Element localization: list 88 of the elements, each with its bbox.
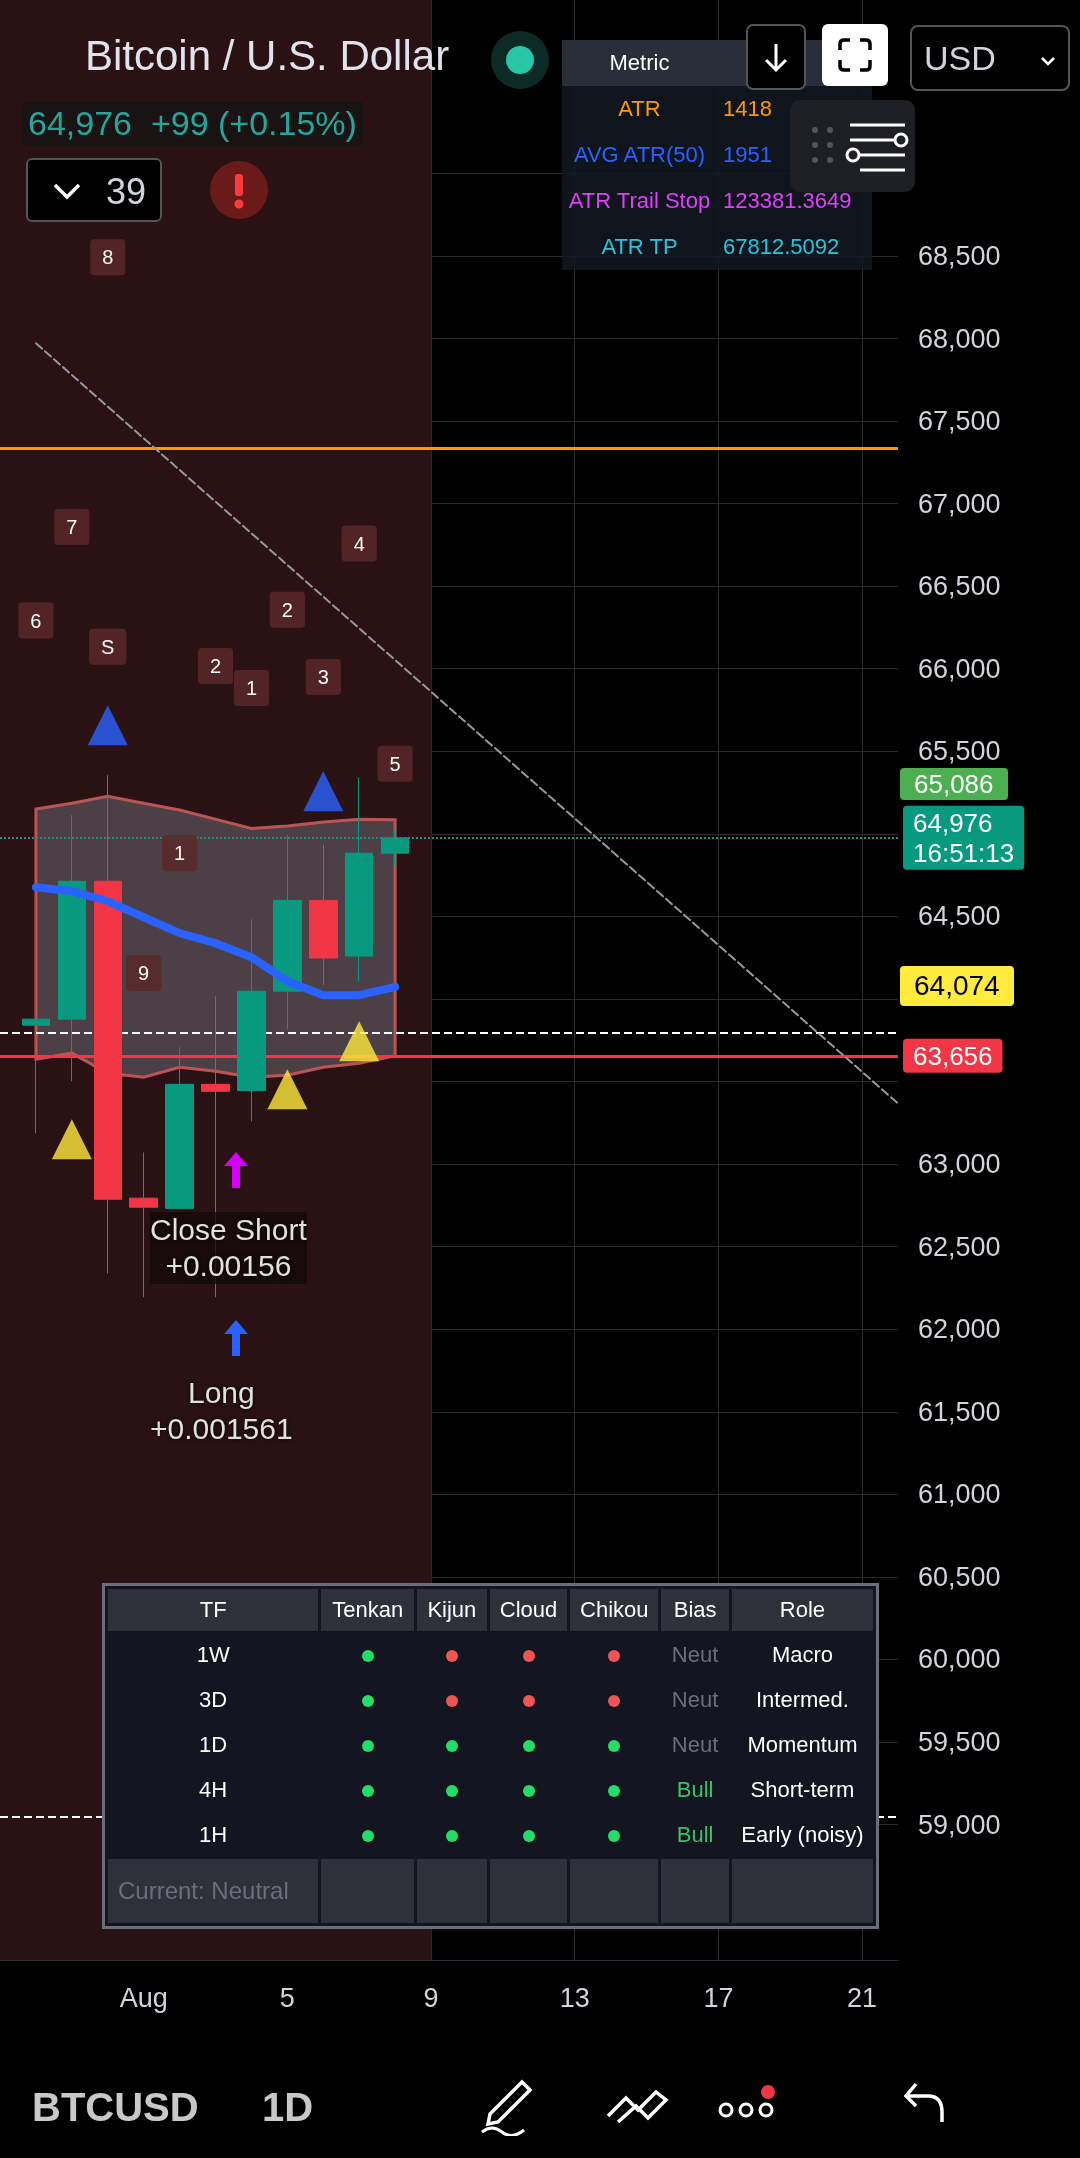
annotation: 2 [281,598,293,621]
annotation: 2 [209,654,222,677]
annotation: Neut [670,1686,720,1714]
annotation: 1D [198,1731,229,1759]
annotation: Macro [770,1641,835,1669]
x-tick-label: 13 [559,1982,590,2013]
annotation: 123381.3649 [722,187,853,215]
x-tick-label: Aug [119,1982,168,2013]
annotation: 1 [245,677,257,700]
annotation: Neut [670,1641,720,1669]
y-tick-label: 60,000 [918,1644,1001,1675]
y-tick-label: 62,000 [918,1314,1001,1345]
annotation: Short-term [749,1776,856,1804]
annotation: ATR TP [600,233,679,261]
point [267,1069,308,1110]
x-tick-label: 17 [703,1982,734,2013]
annotation: Role [731,1589,873,1631]
ref-line-label: 63,656 [913,1040,993,1071]
annotation: 67812.5092 [722,233,841,261]
point [87,705,128,746]
annotation: 3 [317,666,329,688]
candlestick [309,844,338,986]
y-tick-label: 61,500 [918,1396,1001,1427]
text: 64,976 +99 (+0.15%) [22,102,363,145]
point [51,1119,92,1160]
annotation: Neut [670,1731,720,1759]
annotation: 1 [174,842,186,865]
point [303,771,344,812]
y-tick-label: 68,500 [918,240,1001,271]
annotation: Cloud [489,1589,568,1631]
text: USD [910,25,1070,91]
annotation: ATR Trail Stop [567,187,712,215]
y-tick-label: 66,000 [918,653,1001,684]
annotation: Metric [562,40,717,86]
annotation: 39 [26,158,162,222]
annotation: ATR [617,95,662,123]
annotation: 1W [195,1641,231,1669]
annotation: 1H [198,1821,229,1849]
annotation: Long +0.001561 [150,1375,293,1447]
x-tick-label: 21 [847,1982,878,2013]
y-tick-label: 61,000 [918,1479,1001,1510]
y-tick-label: 68,000 [918,323,1001,354]
x-tick-label: 9 [423,1982,439,2013]
annotation: Intermed. [755,1686,850,1714]
y-tick-label: 59,000 [918,1809,1001,1840]
text: 65,086 [900,768,1008,800]
annotation: 1951 [722,141,773,169]
y-tick-label: 64,500 [918,901,1001,932]
text: Bitcoin / U.S. Dollar [85,32,450,80]
annotation: 6 [30,609,42,632]
y-tick-label: 65,500 [918,736,1001,767]
point [339,1021,380,1062]
annotation: AVG ATR(50) [572,141,707,169]
text: BTCUSD [32,2085,199,2130]
annotation: Bull [675,1821,715,1849]
annotation: Close Short +0.00156 [150,1212,307,1284]
annotation: Bias [661,1589,729,1631]
candlestick [22,892,50,1134]
annotation: Tenkan [321,1589,414,1631]
y-tick-label: 63,000 [918,1149,1001,1180]
annotation: 4H [198,1776,229,1804]
text: 64,074 [900,966,1014,1006]
annotation: Current: Neutral [108,1859,319,1923]
annotation: 7 [66,516,78,539]
annotation: Early (noisy) [740,1821,865,1849]
annotation: 9 [138,961,150,984]
annotation: 5 [389,752,401,775]
y-tick-label: 66,500 [918,571,1001,602]
candlestick [165,1046,194,1210]
y-tick-label: 60,500 [918,1561,1001,1592]
annotation: Momentum [746,1731,859,1759]
annotation: Kijun [416,1589,487,1631]
annotation: 4 [353,532,365,555]
annotation: TF [108,1589,319,1631]
annotation: Bull [675,1776,715,1804]
ref-line-label: 64,976 16:51:13 [913,807,1015,868]
annotation: S [101,635,115,658]
y-tick-label: 59,500 [918,1727,1001,1758]
x-tick-label: 5 [279,1982,295,2013]
annotation: 3D [198,1686,229,1714]
text: 1D [262,2085,314,2130]
y-tick-label: 67,000 [918,488,1001,519]
annotation: 8 [102,246,114,269]
annotation: 1418 [722,95,773,123]
y-tick-label: 62,500 [918,1231,1001,1262]
candlestick [237,918,266,1122]
y-tick-label: 67,500 [918,406,1001,437]
annotation: Chikou [570,1589,659,1631]
